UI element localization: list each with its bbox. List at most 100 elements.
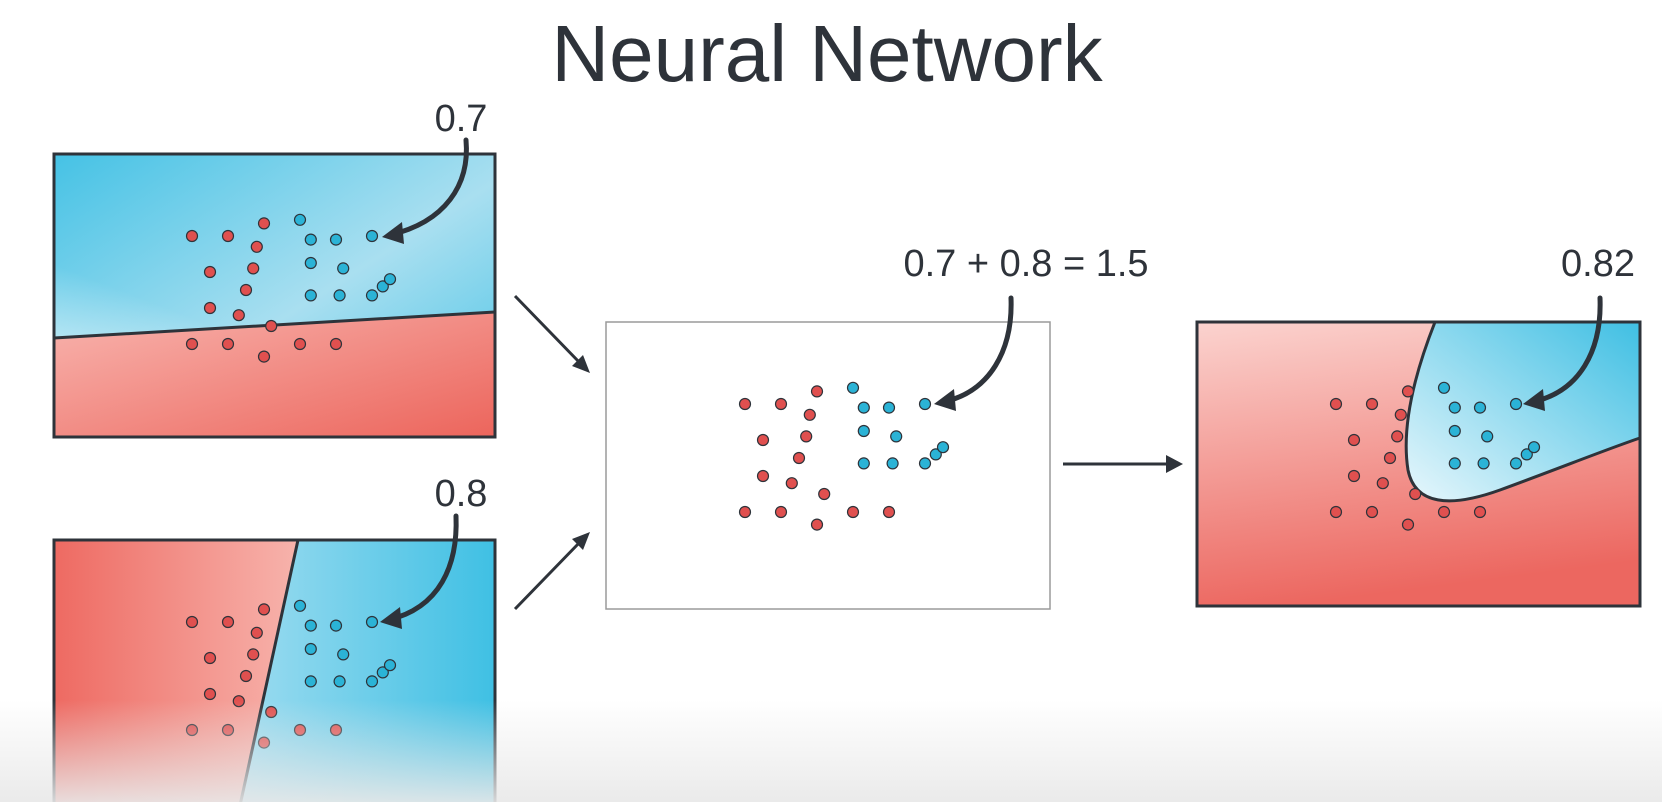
- right-red-point: [1409, 487, 1422, 501]
- middle-blue-point: [918, 457, 932, 470]
- middle-red-point: [756, 469, 770, 483]
- middle-red-point: [800, 430, 813, 443]
- top-left-red-point: [265, 319, 278, 333]
- bottom-left-red-point: [257, 603, 271, 616]
- top-left-blue-point: [365, 289, 379, 302]
- sum-label: 0.7 + 0.8 = 1.5: [903, 243, 1148, 285]
- bottom-left-red-point: [232, 695, 245, 708]
- bottom-left-blue-point: [304, 619, 317, 632]
- right-red-point: [1365, 505, 1379, 519]
- bottom-left-blue-point: [383, 659, 397, 672]
- bottom-left-red-point: [265, 705, 278, 719]
- top-left-callout-arrowhead: [382, 222, 404, 244]
- right-red-point: [1437, 505, 1451, 519]
- right-red-point: [1376, 477, 1389, 490]
- bottom-left-red-point: [221, 615, 235, 629]
- middle-callout-arrow: [940, 295, 1014, 405]
- top-left-blue-point: [304, 256, 317, 270]
- input-arrows: [513, 294, 590, 611]
- bottom-left-frame: [52, 538, 497, 807]
- middle-red-point: [738, 397, 752, 411]
- top-left-red-point: [203, 301, 217, 315]
- bottom-left-red-point: [221, 723, 235, 737]
- top-left-blue-point: [329, 233, 343, 246]
- bottom-left-callout-arrow: [385, 513, 459, 623]
- top-left-blue-point: [304, 289, 317, 302]
- bottom-input-arrow: [513, 540, 582, 611]
- bottom-left-panel: 0.8: [52, 473, 497, 807]
- middle-points: [738, 381, 950, 531]
- bottom-left-red-point: [329, 723, 343, 737]
- bottom-left-callout-arrowhead: [380, 607, 402, 629]
- right-red-point: [1401, 518, 1415, 531]
- top-input-arrowhead: [572, 355, 590, 373]
- top-input-arrow: [513, 294, 582, 365]
- top-left-callout-arrow: [387, 137, 469, 238]
- top-left-red-point: [221, 337, 235, 351]
- right-red-point: [1473, 505, 1487, 519]
- top-left-red-point: [247, 262, 260, 275]
- right-blue-point: [1520, 448, 1533, 461]
- top-left-blue-point: [383, 273, 397, 286]
- bottom-left-blue-point: [337, 648, 350, 661]
- right-blue-point: [1477, 457, 1490, 470]
- bottom-left-red-point: [247, 648, 260, 661]
- middle-red-point: [810, 385, 824, 398]
- right-red-point: [1329, 397, 1343, 411]
- bottom-left-blue-point: [329, 619, 343, 632]
- top-left-blue-point: [304, 233, 317, 246]
- output-arrowhead: [1166, 455, 1183, 473]
- bottom-left-red-point: [293, 723, 307, 737]
- middle-red-point: [738, 505, 752, 519]
- middle-red-point: [792, 451, 806, 465]
- right-blue-point: [1509, 457, 1523, 470]
- bottom-left-blue-point: [365, 615, 379, 629]
- top-left-red-point: [293, 337, 307, 351]
- right-blue-point: [1473, 401, 1487, 414]
- middle-red-point: [818, 487, 831, 501]
- right-value-label: 0.82: [1561, 243, 1635, 285]
- right-red-point: [1347, 433, 1361, 447]
- right-points: [1329, 381, 1541, 531]
- top-left-red-point: [329, 337, 343, 351]
- top-left-red-point: [257, 350, 271, 363]
- bottom-left-blue-point: [304, 675, 317, 688]
- slide-title: Neural Network: [551, 9, 1103, 98]
- right-frame: [1195, 320, 1642, 608]
- middle-blue-point: [846, 381, 860, 394]
- right-blue-point: [1527, 441, 1541, 454]
- right-red-point: [1329, 505, 1343, 519]
- right-callout-arrow: [1529, 295, 1603, 405]
- middle-red-point: [803, 408, 816, 421]
- right-blue-point: [1481, 430, 1494, 443]
- top-left-blue-point: [293, 213, 307, 226]
- middle-frame: [605, 321, 1051, 610]
- middle-blue-point: [857, 424, 870, 438]
- middle-blue-point: [857, 401, 870, 414]
- right-blue-point: [1437, 381, 1451, 394]
- middle-blue-point: [890, 430, 903, 443]
- middle-blue-point: [882, 401, 896, 414]
- top-left-blue-point: [333, 289, 346, 302]
- right-blue-point: [1448, 424, 1461, 438]
- right-blue-point: [1448, 401, 1461, 414]
- middle-blue-point: [857, 457, 870, 470]
- top-left-panel: 0.7: [52, 98, 497, 439]
- right-callout-arrowhead: [1523, 389, 1545, 411]
- middle-red-point: [774, 397, 788, 411]
- right-red-point: [1401, 385, 1415, 398]
- middle-blue-point: [936, 441, 950, 454]
- top-left-red-region: [54, 312, 495, 437]
- bottom-left-blue-point: [365, 675, 379, 688]
- bottom-left-red-point: [257, 736, 271, 749]
- bottom-left-red-point: [239, 669, 253, 683]
- right-red-point: [1391, 430, 1404, 443]
- middle-red-point: [882, 505, 896, 519]
- right-panel: 0.82: [1195, 243, 1642, 608]
- top-left-red-point: [185, 229, 199, 243]
- top-left-blue-point: [337, 262, 350, 275]
- right-blue-point: [1448, 457, 1461, 470]
- bottom-left-blue-point: [293, 599, 307, 612]
